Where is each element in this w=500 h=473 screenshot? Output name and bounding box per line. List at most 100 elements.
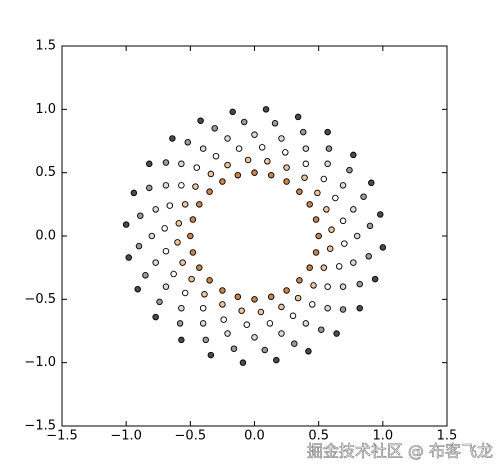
point xyxy=(206,277,213,284)
point xyxy=(199,304,207,312)
point xyxy=(162,182,170,189)
point xyxy=(134,285,141,293)
point xyxy=(146,160,153,168)
point xyxy=(283,164,290,171)
point xyxy=(162,159,170,166)
point xyxy=(324,304,331,312)
point xyxy=(320,264,328,271)
point xyxy=(224,161,231,169)
point xyxy=(188,275,195,283)
point xyxy=(257,308,265,316)
watermark: 掘金技术社区 @ 布客飞龙 xyxy=(307,442,493,461)
point xyxy=(189,249,197,256)
point xyxy=(301,174,308,181)
point xyxy=(240,118,248,126)
point xyxy=(251,131,258,138)
point xyxy=(339,283,347,290)
point xyxy=(219,178,226,185)
point xyxy=(350,151,357,159)
point xyxy=(294,294,302,302)
point xyxy=(174,239,181,246)
point xyxy=(199,145,207,152)
point xyxy=(310,282,317,289)
point xyxy=(135,242,143,250)
plot-frame xyxy=(61,45,448,427)
point xyxy=(261,346,269,354)
point xyxy=(339,306,347,313)
point xyxy=(161,225,168,232)
point xyxy=(170,270,177,278)
point xyxy=(324,283,331,290)
point xyxy=(146,184,153,192)
point xyxy=(220,316,227,323)
point xyxy=(306,201,313,208)
point xyxy=(181,201,189,208)
point xyxy=(266,320,274,327)
point xyxy=(258,144,266,151)
point xyxy=(122,221,130,228)
point xyxy=(219,287,226,294)
point xyxy=(199,320,207,327)
point xyxy=(315,232,322,240)
point xyxy=(309,301,316,308)
x-tick-label: 0.0 xyxy=(244,429,265,444)
point xyxy=(305,348,312,355)
point xyxy=(333,330,340,337)
point xyxy=(306,264,313,271)
point xyxy=(312,249,320,256)
point xyxy=(360,193,367,200)
point xyxy=(196,264,203,271)
point xyxy=(302,145,310,152)
point xyxy=(324,128,331,136)
x-tick-label: −1.5 xyxy=(46,429,78,444)
point xyxy=(368,179,375,187)
point xyxy=(317,326,325,333)
point xyxy=(156,298,163,306)
point xyxy=(278,303,285,311)
point xyxy=(184,139,192,146)
y-tick-label: −1.0 xyxy=(24,355,56,370)
point xyxy=(251,334,258,341)
point xyxy=(291,340,298,347)
y-tick-label: 1.0 xyxy=(35,102,56,117)
point xyxy=(178,304,185,312)
point xyxy=(296,188,303,195)
point xyxy=(235,145,243,152)
y-tick-label: 1.5 xyxy=(35,39,56,54)
point xyxy=(282,149,289,156)
point xyxy=(234,293,242,301)
point xyxy=(289,312,297,320)
point xyxy=(300,128,307,136)
point xyxy=(323,206,330,213)
point xyxy=(283,178,290,185)
point xyxy=(346,166,353,174)
point xyxy=(267,171,275,179)
point xyxy=(193,164,200,171)
point xyxy=(371,275,379,283)
point xyxy=(169,135,176,142)
x-tick-label: −0.5 xyxy=(175,429,207,444)
point xyxy=(178,336,185,344)
point xyxy=(197,117,204,124)
point xyxy=(335,263,343,270)
point xyxy=(320,175,328,183)
point xyxy=(207,351,215,359)
point xyxy=(176,320,184,327)
point xyxy=(339,217,347,225)
point xyxy=(178,160,185,168)
point xyxy=(366,222,374,230)
point xyxy=(312,216,320,223)
point xyxy=(283,287,290,294)
point xyxy=(339,182,347,189)
point xyxy=(243,321,251,328)
point xyxy=(162,247,170,255)
point xyxy=(326,245,334,252)
point xyxy=(341,240,348,247)
point xyxy=(175,220,183,227)
point xyxy=(125,254,132,261)
point xyxy=(296,277,303,284)
point xyxy=(238,307,245,314)
point xyxy=(230,345,238,352)
y-tick-label: 0.0 xyxy=(35,229,56,244)
x-tick-label: −1.0 xyxy=(110,429,142,444)
